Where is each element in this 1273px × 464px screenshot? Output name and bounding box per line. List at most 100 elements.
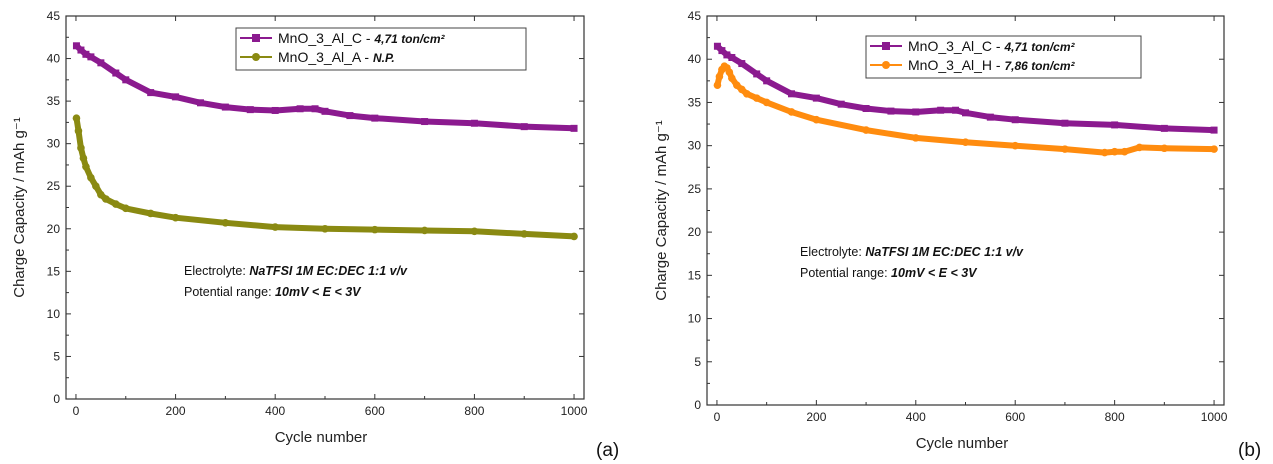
data-point — [74, 127, 83, 135]
panel-label: (a) — [596, 440, 619, 461]
y-tick-label: 5 — [694, 355, 701, 369]
legend-swatch-marker — [252, 53, 260, 61]
annotation-block: Electrolyte: NaTFSI 1M EC:DEC 1:1 v/v Pot… — [184, 264, 408, 299]
legend-swatch-marker — [882, 61, 890, 69]
legend-series-name: MnO_3_Al_C — [908, 38, 992, 54]
data-point — [172, 93, 180, 101]
y-tick-label: 35 — [688, 95, 702, 109]
data-point — [725, 68, 734, 76]
y-tick-label: 0 — [53, 392, 60, 406]
data-point — [728, 53, 736, 61]
data-point — [837, 100, 845, 108]
x-axis-label: Cycle number — [275, 429, 368, 446]
data-point — [723, 51, 731, 59]
legend-separator: - — [362, 30, 374, 46]
y-tick-label: 40 — [688, 52, 702, 66]
x-axis-label: Cycle number — [916, 435, 1009, 452]
y-tick-label: 40 — [47, 52, 61, 66]
y-tick-label: 15 — [688, 268, 702, 282]
y-tick-label: 20 — [47, 222, 61, 236]
data-point — [321, 224, 329, 233]
annotation-block: Electrolyte: NaTFSI 1M EC:DEC 1:1 v/v Pot… — [800, 245, 1024, 280]
legend-entry: MnO_3_Al_H - 7,86 ton/cm² — [908, 57, 1076, 73]
data-point — [296, 105, 304, 113]
data-point — [1011, 141, 1020, 150]
plot-frame — [65, 15, 585, 400]
data-point — [1061, 145, 1069, 153]
data-point — [752, 94, 761, 102]
data-point — [87, 53, 95, 61]
annotation-label: Electrolyte: — [800, 245, 865, 259]
data-point — [728, 74, 736, 83]
x-tick-label: 600 — [1005, 410, 1025, 424]
legend-entry: MnO_3_Al_C - 4,71 ton/cm² — [908, 38, 1076, 54]
series-MnO_3_Al_H — [713, 62, 1218, 157]
data-point — [1210, 145, 1218, 153]
x-tick-label: 0 — [73, 404, 80, 418]
data-point — [271, 223, 279, 231]
y-tick-label: 30 — [47, 137, 61, 151]
legend-separator: - — [992, 57, 1004, 73]
annotation-value: 10mV < E < 3V — [275, 285, 362, 299]
data-point — [1135, 143, 1144, 152]
annotation-line: Potential range: 10mV < E < 3V — [184, 285, 362, 299]
data-point — [121, 204, 130, 213]
y-tick-label: 5 — [53, 349, 60, 363]
annotation-line: Potential range: 10mV < E < 3V — [800, 266, 978, 280]
panel-label: (b) — [1238, 440, 1261, 461]
data-point — [961, 138, 970, 147]
data-point — [713, 81, 722, 89]
data-point — [371, 114, 379, 122]
data-point — [862, 126, 870, 134]
data-point — [171, 213, 180, 222]
x-tick-label: 1000 — [1201, 410, 1228, 424]
data-point — [470, 119, 478, 127]
data-point — [371, 225, 379, 234]
data-point — [92, 182, 100, 191]
annotation-label: Electrolyte: — [184, 264, 249, 278]
series-line — [73, 115, 577, 240]
data-point — [753, 70, 761, 78]
data-point — [718, 47, 726, 55]
y-tick-label: 0 — [694, 398, 701, 412]
series-MnO_3_Al_C — [713, 42, 1218, 134]
y-tick-label: 45 — [688, 9, 702, 23]
x-tick-label: 400 — [906, 410, 926, 424]
y-tick-label: 10 — [47, 307, 61, 321]
legend-entry: MnO_3_Al_A - N.P. — [278, 49, 395, 65]
data-point — [112, 69, 120, 77]
series-line — [73, 42, 577, 132]
annotation-value: NaTFSI 1M EC:DEC 1:1 v/v — [249, 264, 408, 278]
data-point — [1100, 148, 1109, 157]
legend-series-name: MnO_3_Al_A — [278, 49, 362, 65]
data-point — [420, 226, 429, 235]
y-tick-label: 20 — [688, 225, 702, 239]
data-point — [102, 195, 110, 203]
data-point — [246, 106, 254, 114]
legend-box — [235, 27, 527, 71]
annotation-label: Potential range: — [184, 285, 275, 299]
data-point — [763, 77, 771, 85]
annotation-value: NaTFSI 1M EC:DEC 1:1 v/v — [865, 245, 1024, 259]
data-point — [887, 107, 895, 115]
series-line — [714, 43, 1218, 134]
data-point — [986, 113, 994, 121]
data-point — [733, 81, 741, 89]
data-point — [520, 230, 529, 238]
x-tick-label: 0 — [714, 410, 721, 424]
legend-separator: - — [361, 49, 373, 65]
data-point — [72, 114, 81, 122]
legend-swatch-marker — [882, 42, 890, 50]
data-point — [862, 104, 870, 112]
data-point — [122, 76, 130, 84]
data-point — [1061, 119, 1069, 127]
x-tick-label: 800 — [1105, 410, 1125, 424]
legend-separator: - — [992, 38, 1004, 54]
chart-panel-b: 0 200 400 600 800 1000 0 5 10 15 20 25 30 35 40 45 Cycle… — [653, 9, 1261, 461]
data-point — [87, 173, 95, 182]
x-tick-label: 400 — [265, 404, 285, 418]
data-point — [97, 190, 105, 199]
y-tick-label: 15 — [47, 264, 61, 278]
y-axis-label: Charge Capacity / mAh g⁻¹ — [653, 120, 670, 301]
